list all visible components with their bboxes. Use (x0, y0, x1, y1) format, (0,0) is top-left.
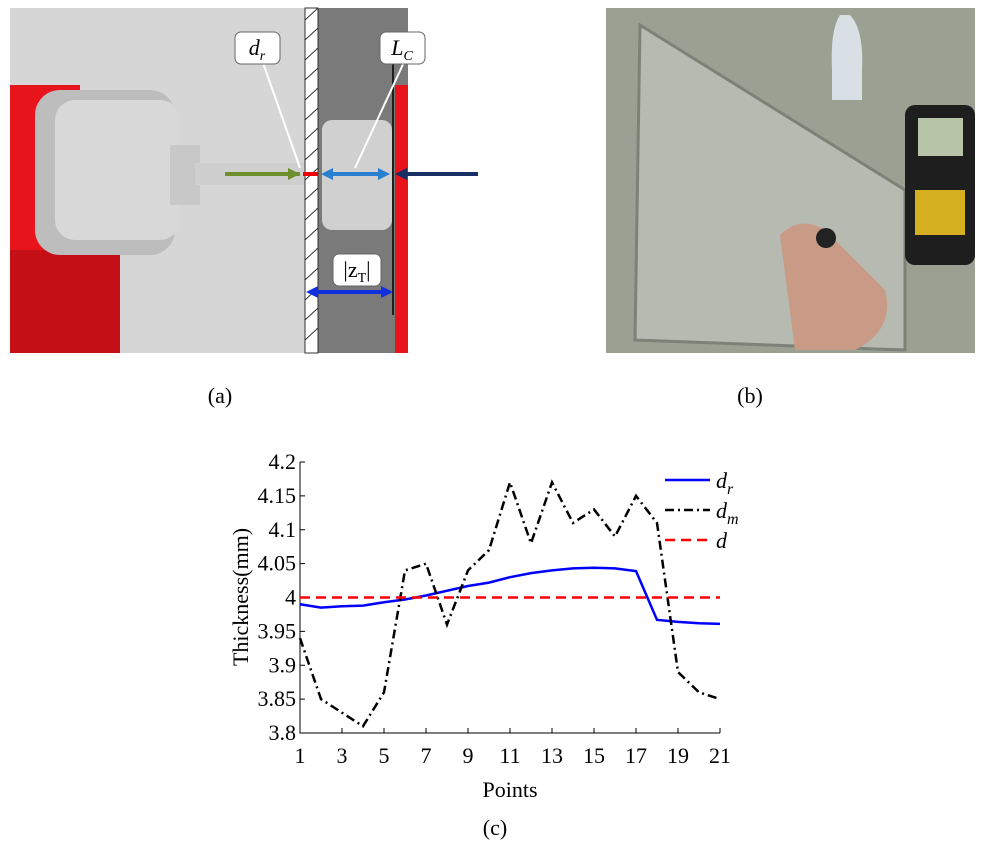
figure: dr LC |zT| (a) (b) (c) Points Thickness(… (0, 0, 985, 847)
legend-entry: dm (716, 498, 739, 528)
legend-entry: d (716, 528, 728, 553)
y-tick-label: 4 (285, 585, 296, 610)
x-tick-label: 21 (709, 743, 731, 768)
y-tick-label: 4.15 (258, 483, 297, 508)
x-tick-label: 11 (499, 743, 520, 768)
x-tick-label: 13 (541, 743, 563, 768)
panel-label: (b) (737, 383, 763, 408)
y-tick-label: 3.85 (258, 686, 297, 711)
y-tick-label: 3.95 (258, 618, 297, 643)
y-tick-label: 4.2 (269, 449, 297, 474)
x-axis-label: Points (482, 777, 537, 802)
panel-label: (c) (483, 815, 507, 840)
x-tick-label: 17 (625, 743, 647, 768)
y-tick-label: 4.05 (258, 551, 297, 576)
x-tick-label: 9 (463, 743, 474, 768)
x-tick-label: 15 (583, 743, 605, 768)
data-line (300, 568, 720, 624)
y-tick-label: 3.8 (269, 720, 297, 745)
annotation: |zT| (343, 257, 370, 286)
y-tick-label: 4.1 (269, 517, 297, 542)
panel-label: (a) (208, 383, 232, 408)
y-axis-label: Thickness(mm) (228, 528, 253, 666)
data-line (300, 482, 720, 726)
legend-entry: dr (716, 468, 734, 498)
x-tick-label: 5 (379, 743, 390, 768)
y-tick-label: 3.9 (269, 652, 297, 677)
x-tick-label: 7 (421, 743, 432, 768)
panel-b-image (606, 8, 975, 353)
x-tick-label: 1 (295, 743, 306, 768)
x-tick-label: 3 (337, 743, 348, 768)
x-tick-label: 19 (667, 743, 689, 768)
